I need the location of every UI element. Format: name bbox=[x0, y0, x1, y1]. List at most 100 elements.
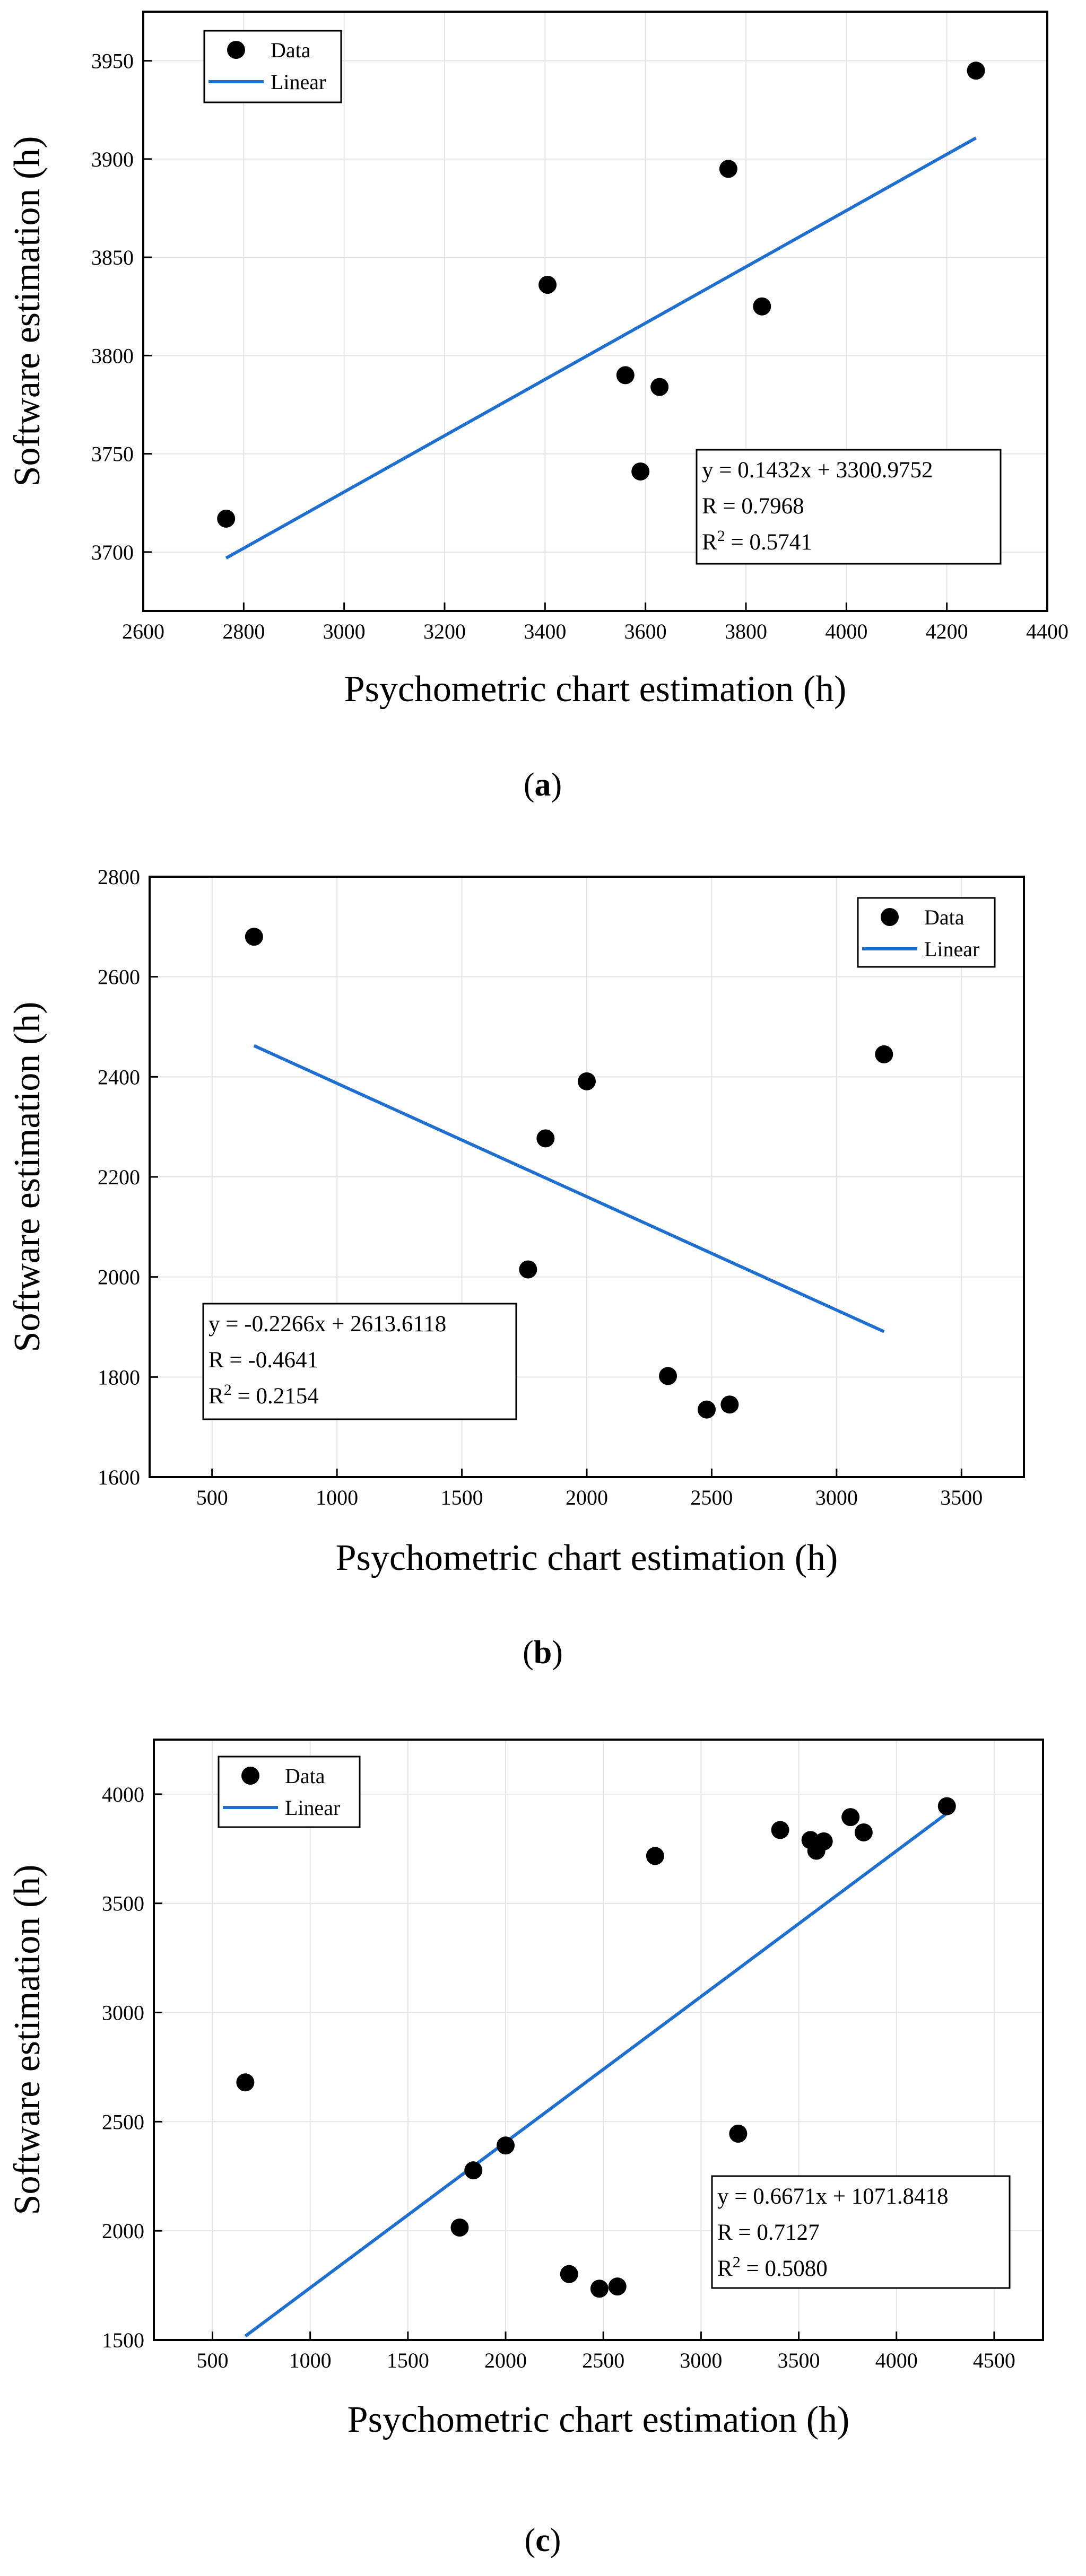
plot-frame bbox=[153, 1739, 1044, 2341]
legend-box bbox=[218, 1756, 361, 1828]
data-point bbox=[650, 378, 669, 396]
x-axis: 500 1000 1500 2000 2500 3000 3500 bbox=[196, 1469, 983, 1509]
y-tick-label: 2500 bbox=[102, 2110, 144, 2134]
y-tick-label: 2600 bbox=[98, 965, 140, 989]
gridlines bbox=[143, 12, 1047, 611]
data-point bbox=[937, 1797, 956, 1815]
data-point bbox=[841, 1808, 860, 1827]
y-tick-label: 1600 bbox=[98, 1465, 140, 1489]
regression-stats: y = 0.6671x + 1071.8418 R = 0.7127 R2 = 0.… bbox=[711, 2175, 1011, 2289]
legend-label-linear: Linear bbox=[271, 70, 326, 94]
caption-open-paren: ( bbox=[523, 1635, 534, 1671]
x-tick-label: 2800 bbox=[222, 619, 265, 643]
x-tick-label: 3500 bbox=[940, 1486, 983, 1509]
x-tick-label: 2600 bbox=[122, 619, 164, 643]
stats-box bbox=[696, 449, 1002, 565]
x-tick-label: 2000 bbox=[566, 1486, 608, 1509]
x-tick-label: 1500 bbox=[387, 2348, 429, 2372]
y-tick-label: 3750 bbox=[91, 442, 134, 466]
data-point bbox=[814, 1832, 833, 1850]
linear-fit-line bbox=[244, 1812, 948, 2338]
x-tick-label: 3600 bbox=[624, 619, 667, 643]
r-squared-superscript: 2 bbox=[224, 1381, 232, 1399]
x-axis-title: Psychometric chart estimation (h) bbox=[344, 669, 847, 710]
panel-caption: (b) bbox=[523, 1635, 563, 1671]
regression-stats: y = 0.1432x + 3300.9752 R = 0.7968 R2 = 0.… bbox=[696, 449, 1002, 565]
chart-panel-a: 2600 2800 3000 3200 3400 3600 3800 4000 4200 4400… bbox=[7, 11, 1068, 803]
r-squared-value: = 0.2154 bbox=[232, 1384, 319, 1409]
x-tick-label: 3500 bbox=[778, 2348, 820, 2372]
x-tick-label: 3000 bbox=[815, 1486, 858, 1509]
data-point bbox=[217, 509, 236, 528]
x-tick-label: 500 bbox=[196, 1486, 228, 1509]
x-tick-label: 2500 bbox=[690, 1486, 733, 1509]
x-axis-title: Psychometric chart estimation (h) bbox=[347, 2399, 850, 2440]
y-axis-title: Software estimation (h) bbox=[7, 136, 48, 487]
x-tick-label: 3000 bbox=[680, 2348, 722, 2372]
panel-caption: (a) bbox=[524, 767, 562, 803]
legend-label-data: Data bbox=[924, 905, 965, 929]
r-squared-value: = 0.5080 bbox=[741, 2256, 828, 2281]
x-tick-label: 4400 bbox=[1026, 619, 1068, 643]
y-axis-title: Software estimation (h) bbox=[7, 1865, 48, 2215]
legend-label-data: Data bbox=[285, 1764, 325, 1788]
chart-panel-c: 500 1000 1500 2000 2500 3000 3500 4000 4500 1500 2… bbox=[7, 1739, 1044, 2558]
y-axis-title: Software estimation (h) bbox=[7, 1002, 48, 1352]
data-point bbox=[464, 2161, 483, 2180]
x-tick-label: 3000 bbox=[323, 619, 366, 643]
legend-marker-data bbox=[881, 908, 899, 926]
fit-equation: y = 0.1432x + 3300.9752 bbox=[702, 458, 933, 483]
chart-panel-b: 500 1000 1500 2000 2500 3000 3500 1600 1800 2000 2… bbox=[7, 865, 1025, 1671]
caption-open-paren: ( bbox=[524, 767, 535, 803]
data-points bbox=[217, 62, 985, 528]
caption-close-paren: ) bbox=[550, 2522, 561, 2558]
data-point bbox=[450, 2219, 469, 2237]
y-tick-label: 3800 bbox=[91, 344, 134, 368]
x-tick-label: 2500 bbox=[582, 2348, 624, 2372]
r-squared-superscript: 2 bbox=[733, 2254, 741, 2271]
data-point bbox=[616, 366, 635, 385]
data-point bbox=[967, 62, 985, 80]
r-squared: R2 = 0.5741 bbox=[702, 527, 812, 555]
r-squared-value: = 0.5741 bbox=[725, 530, 812, 555]
linear-fit-line bbox=[225, 136, 977, 560]
x-tick-label: 4000 bbox=[875, 2348, 918, 2372]
stats-box bbox=[202, 1303, 517, 1420]
y-tick-label: 3700 bbox=[91, 540, 134, 564]
correlation-r: R = -0.4641 bbox=[208, 1348, 318, 1373]
legend-label-data: Data bbox=[271, 38, 311, 62]
data-point bbox=[608, 2277, 627, 2296]
panel-caption: (c) bbox=[525, 2522, 561, 2558]
stats-box bbox=[711, 2175, 1011, 2289]
y-tick-label: 2200 bbox=[98, 1165, 140, 1189]
x-tick-label: 3400 bbox=[524, 619, 566, 643]
data-point bbox=[631, 462, 650, 481]
y-tick-label: 3850 bbox=[91, 246, 134, 269]
y-tick-label: 4000 bbox=[102, 1783, 144, 1806]
plot-frame bbox=[142, 11, 1048, 612]
y-tick-label: 1800 bbox=[98, 1365, 140, 1389]
caption-close-paren: ) bbox=[552, 1635, 563, 1671]
data-point bbox=[536, 1129, 555, 1148]
x-tick-label: 500 bbox=[197, 2348, 229, 2372]
x-tick-label: 1000 bbox=[316, 1486, 358, 1509]
data-point bbox=[590, 2280, 609, 2298]
x-tick-label: 4500 bbox=[973, 2348, 1015, 2372]
y-tick-label: 3500 bbox=[102, 1892, 144, 1916]
linear-fit-line bbox=[253, 1044, 885, 1333]
caption-close-paren: ) bbox=[551, 767, 562, 803]
data-point bbox=[729, 2125, 748, 2143]
fit-equation: y = -0.2266x + 2613.6118 bbox=[208, 1312, 446, 1337]
caption-letter: c bbox=[535, 2522, 550, 2558]
data-point bbox=[245, 928, 263, 946]
legend-label-linear: Linear bbox=[924, 937, 979, 961]
data-point bbox=[659, 1367, 677, 1385]
data-points bbox=[236, 1797, 956, 2298]
y-axis: 1500 2000 2500 3000 3500 4000 bbox=[102, 1783, 162, 2352]
caption-letter: a bbox=[535, 767, 551, 803]
data-point bbox=[538, 275, 557, 294]
x-tick-label: 3200 bbox=[423, 619, 466, 643]
legend-box bbox=[857, 897, 996, 968]
x-tick-label: 3800 bbox=[725, 619, 767, 643]
